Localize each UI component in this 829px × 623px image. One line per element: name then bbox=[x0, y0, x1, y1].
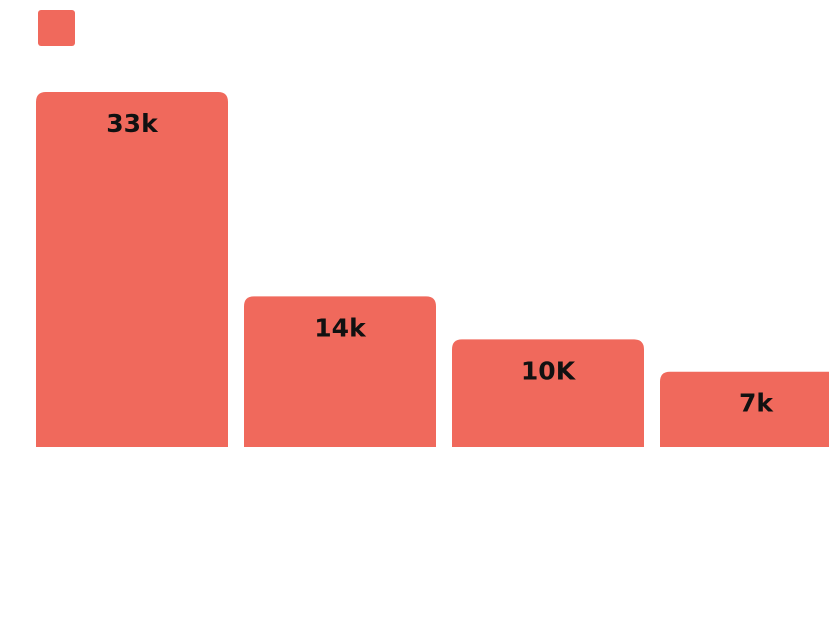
bar-3 bbox=[452, 339, 644, 447]
bar-value-label-2: 14k bbox=[314, 313, 367, 342]
bars-group bbox=[36, 92, 829, 447]
bar-4 bbox=[660, 371, 829, 447]
bar-1 bbox=[36, 92, 228, 447]
bar-value-label-4: 7k bbox=[739, 389, 774, 418]
data-labels-group: 33k 14k 10K 7k bbox=[106, 109, 774, 418]
bar-value-label-1: 33k bbox=[106, 109, 159, 138]
bar-value-label-3: 10K bbox=[521, 356, 577, 385]
legend-swatch bbox=[38, 10, 75, 46]
bar-2 bbox=[244, 296, 436, 447]
